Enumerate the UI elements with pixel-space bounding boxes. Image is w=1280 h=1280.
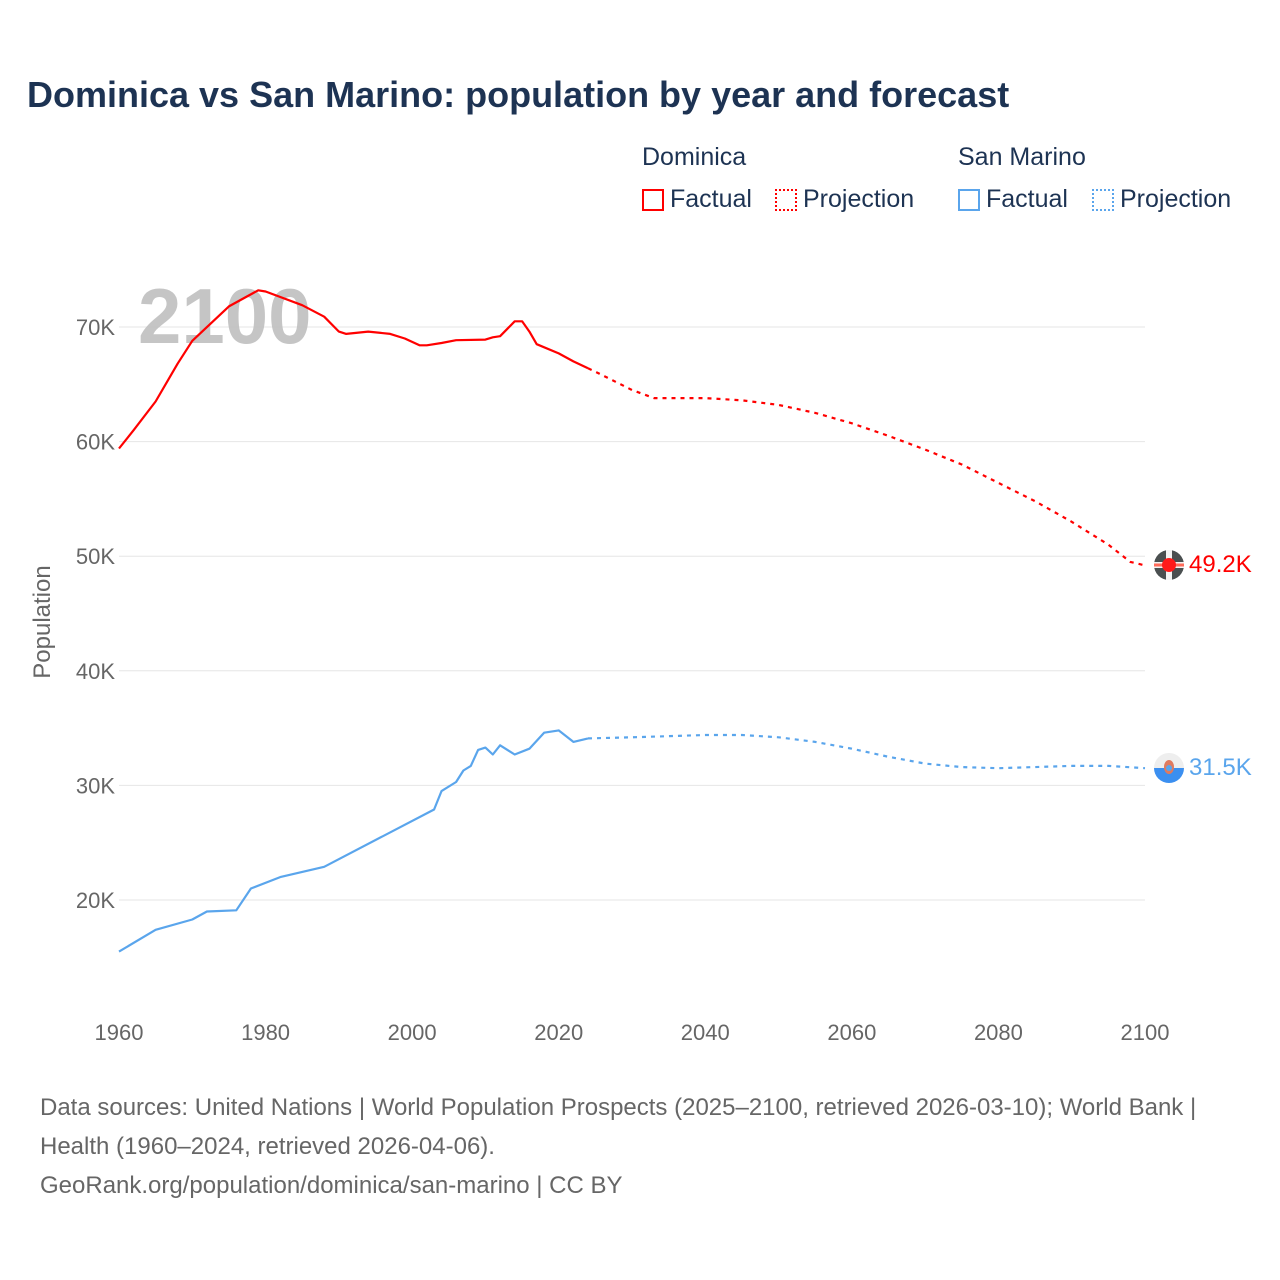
y-axis-label: Population [29,565,56,678]
legend-dominica-factual[interactable]: Factual [642,185,752,214]
credit-link[interactable]: GeoRank.org/population/dominica/san-mari… [40,1172,623,1199]
legend-label: Factual [670,185,752,213]
legend-dominica-projection[interactable]: Projection [775,185,914,214]
legend-swatch-dotted [775,188,797,211]
dominica-flag-icon [1154,550,1184,580]
x-tick-label: 2020 [534,1020,583,1045]
san-marino-flag-icon [1154,753,1184,783]
series-line-san-marino-factual [118,729,589,953]
chart-title: Dominica vs San Marino: population by ye… [27,74,1010,115]
legend-label: Projection [803,185,915,213]
legend-swatch-solid [642,188,664,211]
legend-label: Projection [1120,185,1232,213]
x-tick-label: 2040 [681,1020,730,1045]
legend-swatch-solid [958,188,980,211]
x-tick-label: 1980 [241,1020,290,1045]
series-line-san-marino-projection [587,733,1146,770]
y-tick-label: 50K [76,544,115,569]
legend-san-marino-factual[interactable]: Factual [958,185,1068,214]
dominica-end-label: 49.2K [1189,551,1252,578]
y-tick-label: 70K [76,315,115,340]
y-tick-label: 20K [76,888,115,913]
y-tick-label: 60K [76,430,115,455]
legend-label: Factual [986,185,1068,213]
x-tick-label: 2000 [388,1020,437,1045]
legend-group-dominica: Dominica [642,143,747,171]
legend-san-marino-projection[interactable]: Projection [1092,185,1231,214]
x-tick-label: 2100 [1121,1020,1170,1045]
footer: Data sources: United Nations | World Pop… [40,1088,1240,1205]
san-marino-end-label: 31.5K [1189,754,1252,781]
data-sources: Data sources: United Nations | World Pop… [40,1094,1197,1160]
y-tick-label: 30K [76,773,115,798]
y-tick-label: 40K [76,659,115,684]
legend-swatch-dotted [1092,188,1114,211]
series-line-dominica-factual [118,289,589,450]
x-tick-label: 1960 [95,1020,144,1045]
series-line-dominica-projection [587,367,1146,567]
legend-group-san-marino: San Marino [958,143,1086,171]
x-tick-label: 2060 [827,1020,876,1045]
year-watermark: 2100 [138,272,312,360]
x-tick-label: 2080 [974,1020,1023,1045]
